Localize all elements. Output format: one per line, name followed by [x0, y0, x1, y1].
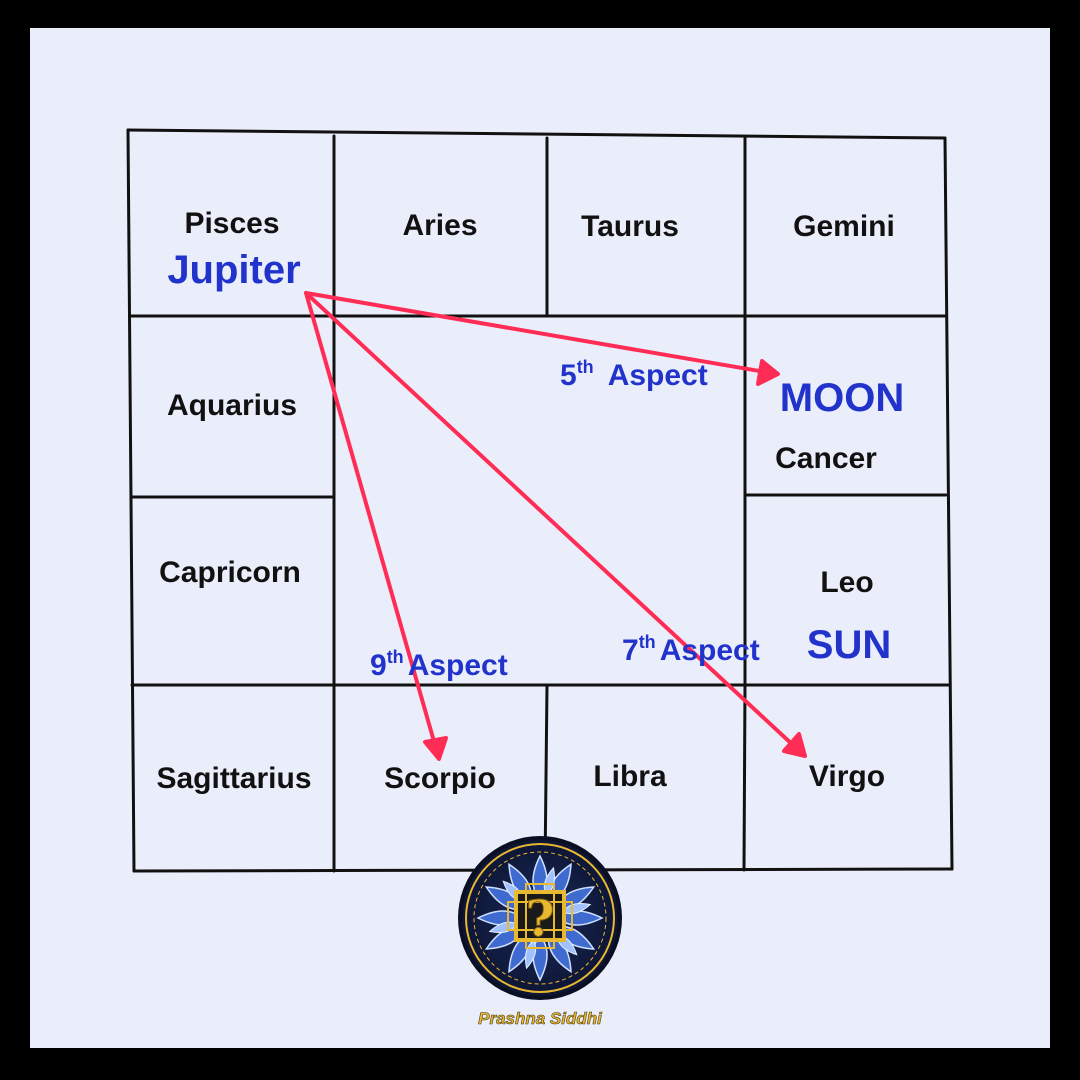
sign-sagittarius: Sagittarius: [156, 762, 311, 795]
sign-virgo: Virgo: [809, 760, 885, 793]
sign-cancer: Cancer: [775, 442, 877, 475]
planet-sun: SUN: [807, 623, 891, 667]
aspect-label-9th: 9th Aspect: [370, 647, 508, 682]
aspect-label-5th: 5th Aspect: [560, 357, 708, 392]
grid-outer-top: [126, 128, 947, 140]
sign-aries: Aries: [402, 209, 477, 242]
sign-pisces: Pisces: [184, 207, 279, 240]
sign-gemini: Gemini: [793, 210, 895, 243]
grid-outer-right: [943, 136, 954, 871]
arrow-9th-aspect: [304, 291, 437, 747]
grid-col3-bottom: [742, 683, 747, 872]
planet-moon: MOON: [780, 376, 904, 420]
sign-leo: Leo: [820, 566, 873, 599]
sign-libra: Libra: [593, 760, 667, 793]
sign-capricorn: Capricorn: [159, 556, 301, 589]
planet-jupiter: Jupiter: [167, 248, 300, 292]
yantra-square-icon: [514, 890, 566, 942]
arrowhead-9th: [423, 736, 448, 761]
aspect-arrows: [304, 291, 807, 761]
arrowhead-7th: [782, 732, 807, 758]
south-indian-chart: Pisces Aries Taurus Gemini Aquarius Canc…: [126, 128, 954, 1028]
aspect-label-7th: 7th Aspect: [622, 632, 760, 667]
prashna-siddhi-logo: ?: [458, 836, 622, 1000]
chart-grid: [126, 128, 954, 873]
sign-aquarius: Aquarius: [167, 389, 297, 422]
arrowhead-5th: [756, 359, 780, 386]
brand-text: Prashna Siddhi: [478, 1009, 603, 1028]
chart-canvas: Pisces Aries Taurus Gemini Aquarius Canc…: [30, 28, 1050, 1048]
arrow-7th-aspect: [304, 291, 796, 748]
arrow-5th-aspect: [304, 291, 767, 374]
sign-taurus: Taurus: [581, 210, 679, 243]
sign-scorpio: Scorpio: [384, 762, 496, 795]
grid-outer-left: [126, 128, 136, 873]
question-mark-icon: ?: [525, 889, 554, 948]
